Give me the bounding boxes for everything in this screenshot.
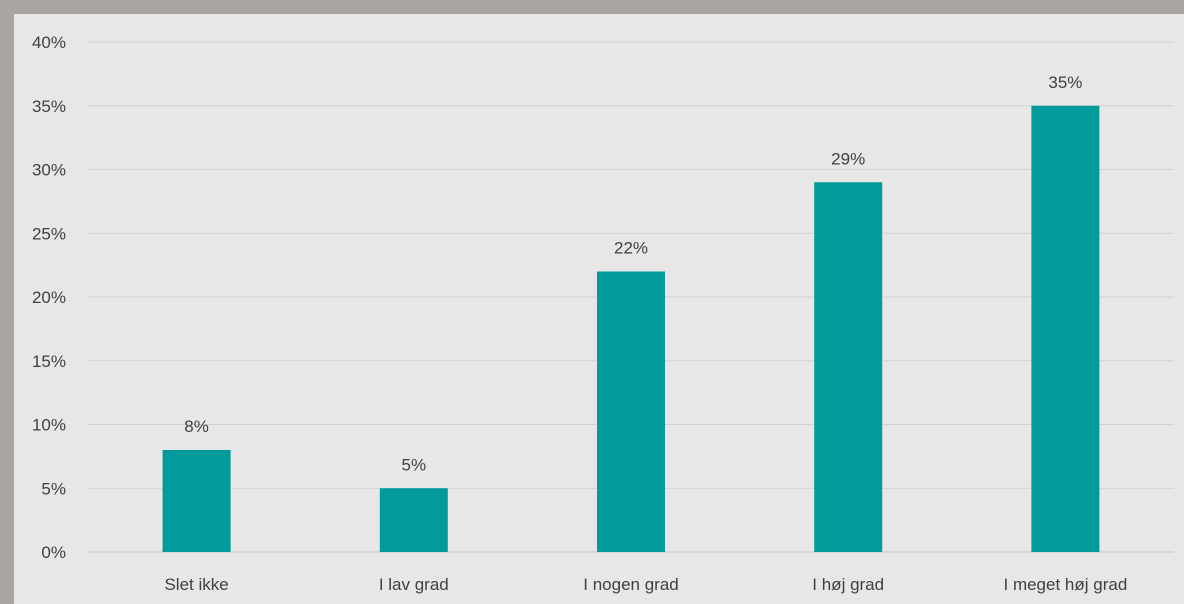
- y-tick-label: 40%: [32, 33, 66, 52]
- data-label: 5%: [402, 455, 427, 474]
- bar: [597, 271, 665, 552]
- y-tick-label: 15%: [32, 352, 66, 371]
- category-label: I lav grad: [379, 575, 449, 594]
- bar: [162, 450, 231, 552]
- data-labels: 8% 5% 22% 29% 35%: [184, 73, 1082, 475]
- y-tick-label: 25%: [32, 224, 66, 243]
- category-label: I nogen grad: [583, 575, 678, 594]
- category-label: I meget høj grad: [1004, 575, 1128, 594]
- data-label: 29%: [831, 149, 865, 168]
- data-label: 22%: [614, 239, 648, 258]
- x-axis-categories: Slet ikke I lav grad I nogen grad I høj gra…: [164, 575, 1127, 594]
- bar: [814, 182, 883, 552]
- y-tick-label: 0%: [41, 543, 66, 562]
- category-label: Slet ikke: [164, 575, 228, 594]
- y-axis-ticks: 0% 5% 10% 15% 20% 25% 30% 35% 40%: [32, 33, 66, 562]
- y-tick-label: 20%: [32, 288, 66, 307]
- bars: [162, 105, 1100, 552]
- y-tick-label: 35%: [32, 97, 66, 116]
- y-tick-label: 10%: [32, 416, 66, 435]
- data-label: 35%: [1048, 73, 1082, 92]
- bar: [379, 488, 448, 552]
- bar: [1031, 105, 1100, 552]
- y-tick-label: 5%: [41, 479, 66, 498]
- data-label: 8%: [184, 417, 209, 436]
- category-label: I høj grad: [812, 575, 884, 594]
- y-tick-label: 30%: [32, 161, 66, 180]
